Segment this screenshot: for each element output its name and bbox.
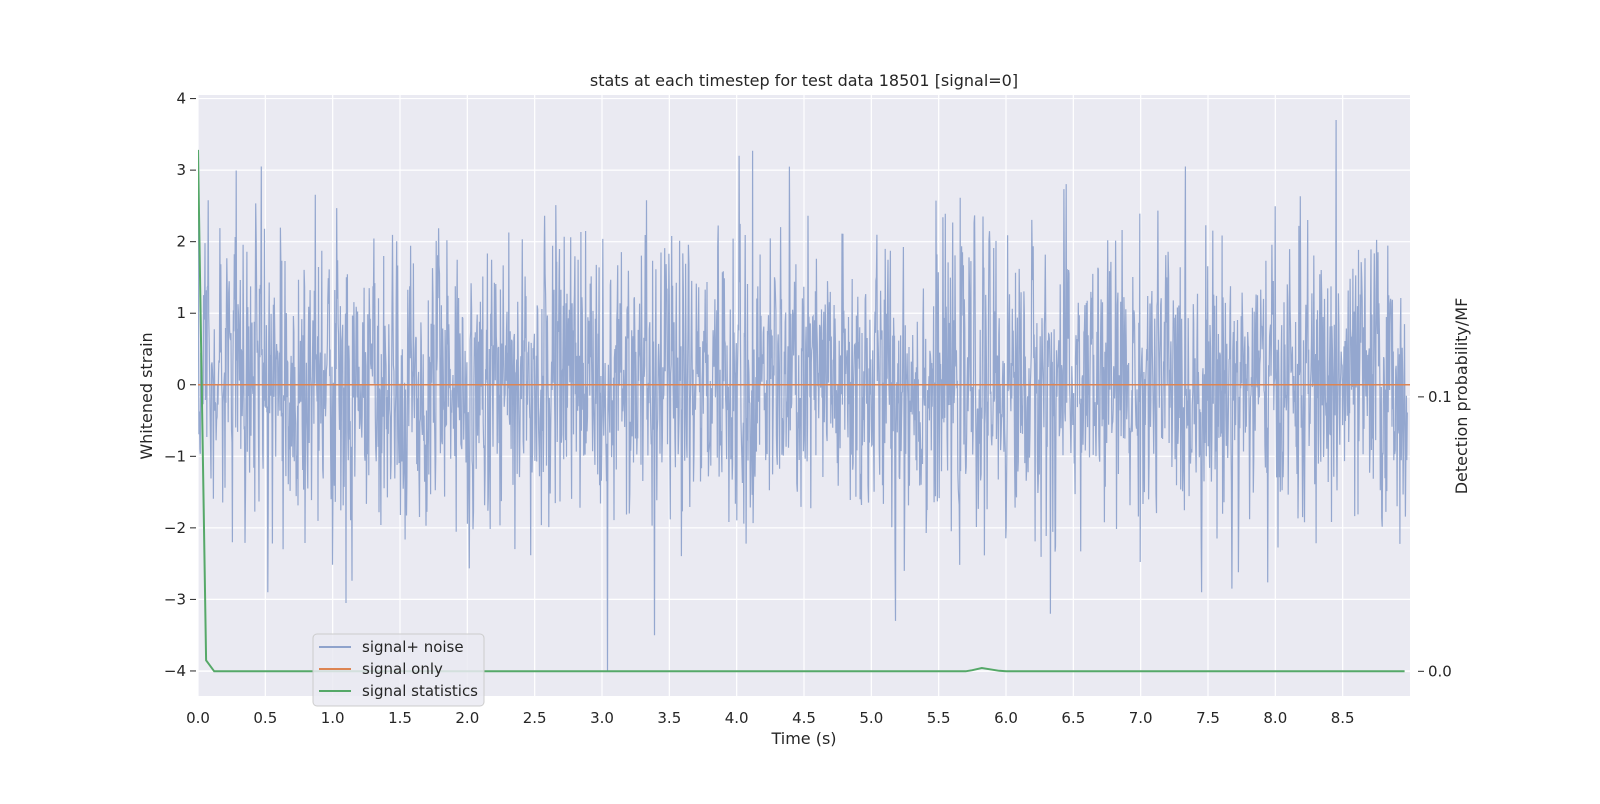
series-signal-noise-line xyxy=(198,119,1408,672)
x-tick-label: 6.5 xyxy=(1061,709,1085,727)
x-tick-label: 3.5 xyxy=(657,709,681,727)
x-tick-label: 2.5 xyxy=(523,709,547,727)
y-axis-ticks: −4 −3 −2 −1 0 1 2 3 4 xyxy=(164,90,196,680)
x-tick-label: 5.5 xyxy=(927,709,951,727)
x-tick-label: 0.5 xyxy=(253,709,277,727)
legend-box xyxy=(312,633,485,707)
y-tick-label: 1 xyxy=(176,304,186,322)
y-tick-label: −3 xyxy=(164,590,186,608)
x-axis-label: Time (s) xyxy=(770,729,836,748)
y-tick-label: 4 xyxy=(176,90,186,108)
legend-label-signal-only: signal only xyxy=(362,660,443,678)
x-tick-label: 8.0 xyxy=(1263,709,1287,727)
legend-label-signal-noise: signal+ noise xyxy=(362,638,464,656)
y2-tick-label: 0.1 xyxy=(1428,388,1452,406)
y-tick-label: −1 xyxy=(164,447,186,465)
x-tick-label: 0.0 xyxy=(186,709,210,727)
y-tick-label: 3 xyxy=(176,161,186,179)
legend-label-signal-statistics: signal statistics xyxy=(362,682,478,700)
x-tick-label: 7.0 xyxy=(1129,709,1153,727)
x-tick-label: 4.5 xyxy=(792,709,816,727)
x-tick-label: 7.5 xyxy=(1196,709,1220,727)
legend: signal+ noise signal only signal statist… xyxy=(312,633,485,707)
y2-axis-label: Detection probability/MF xyxy=(1452,298,1471,495)
plot-area xyxy=(198,119,1410,673)
x-tick-label: 4.0 xyxy=(725,709,749,727)
x-tick-label: 6.0 xyxy=(994,709,1018,727)
series-signal-statistics-line xyxy=(198,149,1405,673)
y-tick-label: 0 xyxy=(176,376,186,394)
x-tick-label: 2.0 xyxy=(455,709,479,727)
y-axis-label: Whitened strain xyxy=(137,332,156,459)
x-tick-label: 8.5 xyxy=(1331,709,1355,727)
chart-title: stats at each timestep for test data 185… xyxy=(590,71,1018,90)
x-tick-label: 1.0 xyxy=(321,709,345,727)
x-axis-ticks: 0.0 0.5 1.0 1.5 2.0 2.5 3.0 3.5 4.0 4.5 5.0 5.5 6.0 6… xyxy=(186,709,1355,727)
x-tick-label: 3.0 xyxy=(590,709,614,727)
y2-axis-ticks: 0.0 0.1 xyxy=(1418,388,1452,680)
y2-tick-label: 0.0 xyxy=(1428,662,1452,680)
x-tick-label: 1.5 xyxy=(388,709,412,727)
y-tick-label: 2 xyxy=(176,233,186,251)
y-tick-label: −4 xyxy=(164,662,186,680)
y-tick-label: −2 xyxy=(164,519,186,537)
x-tick-label: 5.0 xyxy=(859,709,883,727)
